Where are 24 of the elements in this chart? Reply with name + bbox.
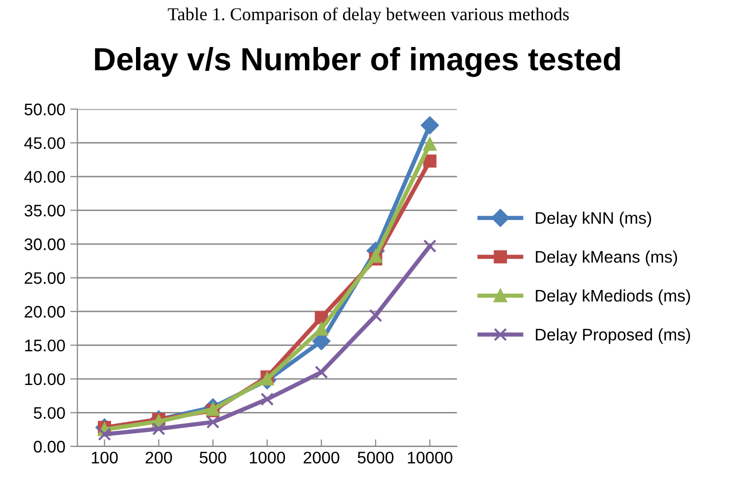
y-tick-label: 35.00 <box>24 204 65 217</box>
x-tick-label: 2000 <box>304 452 340 464</box>
legend-label: Delay kMeans (ms) <box>536 250 678 266</box>
legend-label: Delay kNN (ms) <box>536 212 652 228</box>
x-tick-label: 5000 <box>358 452 394 464</box>
y-tick-label: 45.00 <box>24 137 65 150</box>
y-tick-label: 25.00 <box>24 272 65 284</box>
y-tick-label: 40.00 <box>24 170 65 183</box>
y-tick-label: 10.00 <box>25 373 65 386</box>
x-tick-label: 500 <box>200 452 226 464</box>
caption: Table 1. Comparison of delay between various methods <box>168 7 569 24</box>
y-tick-label: 20.00 <box>24 306 65 318</box>
y-tick-label: 5.00 <box>34 407 65 419</box>
x-tick-label: 200 <box>146 452 172 464</box>
y-tick-label: 0.00 <box>34 440 65 453</box>
legend-label: Delay kMediods (ms) <box>536 289 690 305</box>
y-tick-label: 50.00 <box>24 104 65 116</box>
legend-label: Delay Proposed (ms) <box>536 328 690 344</box>
y-tick-label: 15.00 <box>25 340 65 352</box>
x-tick-label: 1000 <box>250 452 286 464</box>
y-tick-label: 30.00 <box>24 238 65 250</box>
x-tick-label: 10000 <box>408 452 452 464</box>
x-tick-label: 100 <box>92 452 118 464</box>
chart-title: Delay v/s Number of images tested <box>95 47 620 77</box>
